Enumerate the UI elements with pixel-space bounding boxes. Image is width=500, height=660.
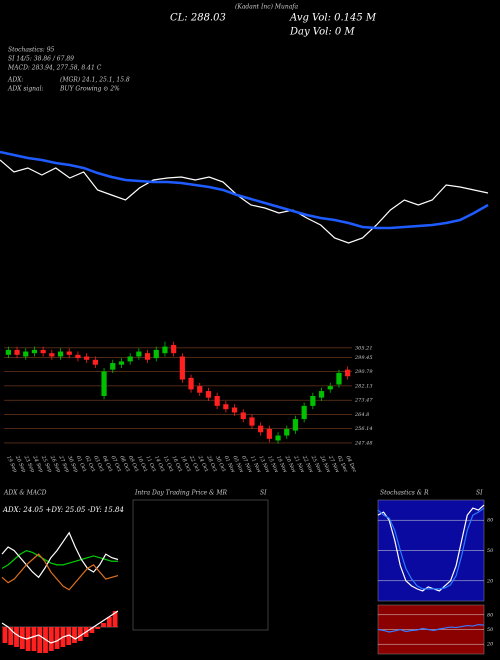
candle-body	[92, 359, 98, 365]
candle-body	[162, 346, 168, 354]
candle-body	[310, 396, 316, 406]
candle-body	[66, 351, 72, 355]
panel-title: Stochastics & R	[380, 490, 429, 497]
candle-body	[49, 353, 55, 357]
candle-body	[153, 349, 159, 359]
bar	[37, 627, 43, 653]
candle-body	[40, 349, 46, 354]
y-tick-label: 50	[487, 627, 494, 633]
y-tick-label: 80	[487, 612, 494, 618]
candle-body	[101, 371, 107, 396]
candle-body	[188, 377, 194, 390]
candle-body	[110, 363, 116, 370]
header-text: ADX signal:	[7, 86, 44, 93]
bar	[77, 627, 83, 641]
candle-body	[327, 386, 333, 390]
series-line	[0, 159, 489, 244]
candle-body	[284, 428, 290, 436]
panel-annotation: ADX: 24.05 +DY: 25.05 -DY: 15.84	[2, 506, 124, 514]
y-tick-label: 264.8	[354, 412, 369, 418]
y-tick-label: 273.47	[354, 398, 373, 404]
day-volume: Day Vol: 0 M	[289, 27, 355, 38]
candle-body	[144, 353, 151, 360]
series-line	[377, 507, 485, 590]
candle-body	[345, 369, 351, 377]
header-text: BUY Growing ⊙ 2%	[59, 86, 120, 93]
candle-body	[240, 412, 246, 420]
y-tick-label: 305.21	[355, 345, 373, 351]
series-line	[377, 623, 485, 633]
bar	[2, 627, 8, 643]
avg-volume: Avg Vol: 0.145 M	[289, 13, 377, 24]
candle-body	[171, 344, 177, 354]
y-tick-label: 247.48	[354, 440, 373, 446]
y-tick-label: 256.14	[354, 426, 373, 432]
bar	[8, 627, 14, 645]
series-line	[0, 150, 489, 230]
bar	[101, 623, 106, 627]
candle-body	[214, 396, 220, 406]
y-tick-label: 290.79	[354, 369, 373, 375]
candle-body	[136, 351, 142, 357]
y-tick-label: 50	[487, 548, 494, 554]
bar	[48, 627, 54, 651]
candle-body	[205, 391, 212, 398]
candle-body	[292, 419, 299, 431]
candle-body	[127, 356, 133, 362]
series-line	[1, 610, 119, 644]
close-price: CL: 288.03	[170, 13, 226, 24]
panel-subtitle: SI	[476, 490, 483, 497]
candle-body	[197, 386, 203, 393]
bar	[31, 627, 37, 651]
series-line	[1, 553, 119, 591]
panel-frame	[132, 499, 269, 631]
bar	[89, 627, 95, 633]
panel-title: ADX & MACD	[3, 490, 47, 497]
candle-body	[75, 354, 81, 359]
bar	[95, 627, 101, 629]
candle-body	[5, 349, 11, 355]
y-tick-label: 20	[486, 578, 494, 584]
candle-body	[258, 425, 264, 433]
y-tick-label: 20	[486, 642, 494, 648]
candle-body	[301, 405, 307, 420]
header-text: Stochastics: 95	[8, 47, 55, 54]
bar	[106, 617, 112, 627]
candle-body	[249, 417, 255, 426]
panel-title: Intra Day Trading Price & MR	[134, 490, 228, 497]
candle-body	[275, 435, 281, 441]
candle-body	[31, 349, 38, 354]
series-line	[377, 504, 485, 592]
bar	[14, 627, 19, 647]
candle-body	[14, 349, 20, 355]
candle-body	[23, 351, 29, 357]
candle-body	[336, 372, 342, 385]
header-text: MACD: 283.94, 277.58, 8.41 C	[7, 65, 102, 72]
candle-body	[179, 356, 185, 380]
bar	[112, 611, 118, 627]
header-text: ADX:	[7, 77, 23, 84]
header-text: SI 14/5: 38.86 / 67.89	[8, 56, 74, 63]
candle-body	[266, 428, 272, 439]
candle-body	[318, 391, 325, 398]
series-line	[1, 531, 119, 579]
candle-body	[223, 404, 229, 410]
y-tick-label: 282.13	[354, 383, 373, 389]
y-tick-label: 299.45	[354, 355, 373, 361]
panel-subtitle: SI	[260, 490, 267, 497]
y-tick-label: 80	[487, 518, 494, 524]
candle-body	[118, 361, 125, 365]
company-name: (Kadant Inc) Munafa	[235, 4, 299, 11]
series-line	[1, 549, 118, 569]
candle-body	[84, 356, 90, 360]
bar	[72, 627, 77, 643]
header-text: (MGR) 24.1, 25.1, 15.8	[60, 77, 130, 84]
candle-body	[57, 351, 64, 357]
bar	[66, 627, 72, 645]
bar	[54, 627, 60, 649]
candle-body	[231, 407, 238, 413]
